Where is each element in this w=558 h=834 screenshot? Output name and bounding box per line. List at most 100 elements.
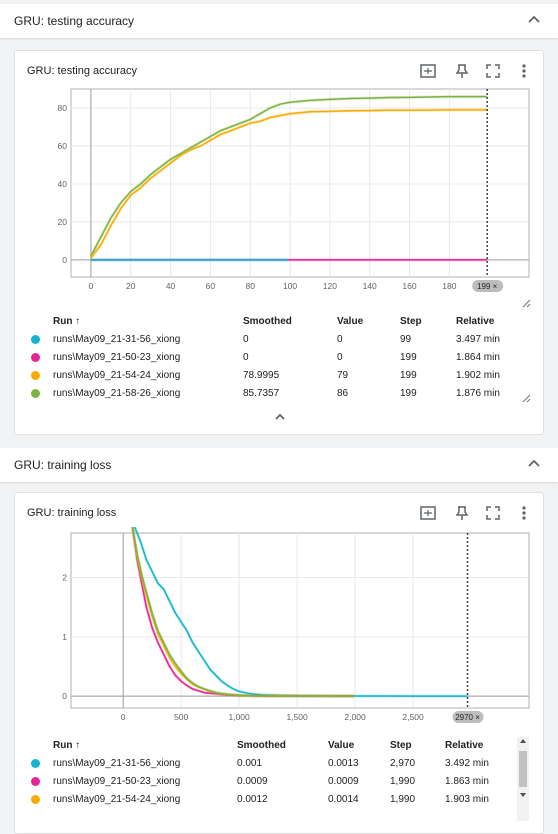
step-value: 99 (400, 334, 412, 345)
scrollbar-thumb[interactable] (519, 751, 527, 787)
plot-area (70, 88, 530, 278)
smoothed-value: 0.001 (237, 758, 263, 769)
section-header-training-loss[interactable]: GRU: training loss (0, 448, 558, 482)
header-smoothed[interactable]: Smoothed (243, 316, 292, 327)
step-value: 199 (400, 370, 417, 381)
x-tick-label: 60 (206, 281, 216, 291)
run-color-dot (31, 759, 40, 768)
x-tick-label: 40 (166, 281, 176, 291)
smoothed-value: 85.7357 (243, 388, 280, 399)
y-tick-label: 40 (58, 179, 68, 189)
section-header-testing-accuracy[interactable]: GRU: testing accuracy (0, 4, 558, 38)
x-tick-label: 0 (89, 281, 94, 291)
x-tick-label: 160 (402, 281, 416, 291)
run-name: runs\May09_21-58-26_xiong (53, 388, 181, 399)
section-title: GRU: training loss (14, 458, 112, 472)
x-tick-label: 2,000 (344, 712, 366, 722)
chevron-up-icon[interactable] (524, 454, 544, 474)
header-step[interactable]: Step (390, 740, 412, 751)
raw-value: 86 (337, 388, 349, 399)
step-value: 2,970 (390, 758, 416, 769)
header-run[interactable]: Run ↑ (53, 316, 81, 327)
smoothed-value: 0 (243, 334, 249, 345)
x-tick-label: 2,500 (402, 712, 424, 722)
table-row: runs\May09_21-31-56_xiong 0.001 0.0013 2… (15, 755, 543, 773)
run-color-dot (31, 389, 40, 398)
line-chart[interactable]: 0 20 40 60 80 100 120 140 160 180 0 20 40 60 80 199 × (15, 51, 543, 311)
raw-value: 79 (337, 370, 349, 381)
run-name: runs\May09_21-50-23_xiong (53, 352, 181, 363)
step-cursor-label: 199 × (477, 282, 498, 291)
series-line[interactable] (90, 109, 488, 259)
raw-value: 0.0014 (328, 794, 359, 805)
smoothed-value: 0.0009 (237, 776, 268, 787)
step-cursor-chip[interactable] (472, 280, 504, 292)
relative-time: 3.492 min (445, 758, 489, 769)
y-tick-label: 20 (58, 217, 68, 227)
header-relative[interactable]: Relative (445, 740, 484, 751)
x-tick-label: 100 (283, 281, 297, 291)
step-cursor-chip[interactable] (452, 711, 484, 723)
resize-handle-icon[interactable] (521, 298, 531, 308)
more-vert-icon[interactable] (515, 504, 533, 522)
header-smoothed[interactable]: Smoothed (237, 740, 286, 751)
y-tick-label: 0 (62, 255, 67, 265)
fullscreen-icon[interactable] (484, 62, 502, 80)
step-cursor-label: 2970 × (455, 713, 480, 722)
header-value[interactable]: Value (328, 740, 355, 751)
table-scrollbar[interactable] (517, 737, 529, 821)
header-value[interactable]: Value (337, 316, 364, 327)
chevron-up-icon[interactable] (524, 10, 544, 30)
card-title: GRU: training loss (27, 507, 117, 519)
line-chart[interactable]: 0 500 1,000 1,500 2,000 2,500 0 1 2 2970 × (15, 493, 543, 733)
chart-card-testing-accuracy: GRU: testing accuracy 0 20 40 60 80 100 120 140… (14, 50, 544, 435)
x-tick-label: 20 (126, 281, 136, 291)
header-step[interactable]: Step (400, 316, 422, 327)
run-color-dot (31, 371, 40, 380)
resize-handle-icon[interactable] (521, 393, 531, 403)
x-tick-label: 120 (323, 281, 337, 291)
run-color-dot (31, 353, 40, 362)
x-tick-label: 180 (442, 281, 456, 291)
fit-domain-icon[interactable] (419, 504, 437, 522)
scroll-up-icon[interactable] (519, 737, 527, 745)
run-name: runs\May09_21-54-24_xiong (53, 370, 181, 381)
smoothed-value: 78.9995 (243, 370, 280, 381)
series-line[interactable] (131, 526, 354, 697)
step-value: 1,990 (390, 794, 416, 805)
series-line[interactable] (90, 95, 488, 257)
chart-card-training-loss: GRU: training loss 0 500 1,000 1,500 2,000 2,… (14, 492, 544, 834)
x-tick-label: 140 (363, 281, 377, 291)
fullscreen-icon[interactable] (484, 504, 502, 522)
step-value: 1,990 (390, 776, 416, 787)
x-tick-label: 500 (174, 712, 188, 722)
card-title: GRU: testing accuracy (27, 65, 138, 77)
table-row: runs\May09_21-54-24_xiong 0.0012 0.0014 … (15, 791, 543, 809)
run-color-dot (31, 777, 40, 786)
fit-domain-icon[interactable] (419, 62, 437, 80)
header-run[interactable]: Run ↑ (53, 740, 81, 751)
raw-value: 0.0009 (328, 776, 359, 787)
table-row: runs\May09_21-31-56_xiong 0 0 99 3.497 m… (15, 331, 543, 349)
pin-icon[interactable] (453, 62, 471, 80)
header-relative[interactable]: Relative (456, 316, 495, 327)
y-tick-label: 80 (58, 103, 68, 113)
y-tick-label: 1 (62, 632, 67, 642)
y-tick-label: 2 (62, 572, 67, 582)
table-header: Run ↑ Smoothed Value Step Relative (15, 737, 543, 755)
table-header: Run ↑ Smoothed Value Step Relative (15, 313, 543, 331)
scroll-down-icon[interactable] (519, 791, 527, 799)
x-tick-label: 80 (245, 281, 255, 291)
x-tick-label: 1,000 (228, 712, 250, 722)
run-name: runs\May09_21-50-23_xiong (53, 776, 181, 787)
table-row: runs\May09_21-50-23_xiong 0 0 199 1.864 … (15, 349, 543, 367)
chevron-up-icon[interactable] (272, 409, 288, 425)
step-value: 199 (400, 352, 417, 363)
relative-time: 1.864 min (456, 352, 500, 363)
pin-icon[interactable] (453, 504, 471, 522)
x-tick-label: 0 (121, 712, 126, 722)
raw-value: 0 (337, 334, 343, 345)
relative-time: 3.497 min (456, 334, 500, 345)
table-row: runs\May09_21-58-26_xiong 85.7357 86 199… (15, 385, 543, 403)
more-vert-icon[interactable] (515, 62, 533, 80)
